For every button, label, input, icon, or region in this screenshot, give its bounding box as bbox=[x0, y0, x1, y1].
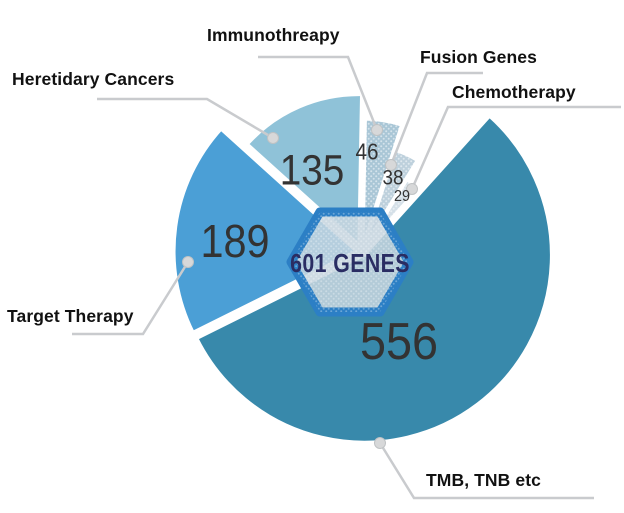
leader-line-fusion-genes bbox=[389, 71, 483, 166]
leader-line-tmb-tnb-etc bbox=[378, 442, 594, 500]
leader-dot-fusion-genes bbox=[385, 159, 397, 171]
leader-line-heretidary-cancers bbox=[97, 97, 274, 140]
slice-label-immunothreapy: Immunothreapy bbox=[207, 25, 340, 45]
leader-dot-immunothreapy bbox=[371, 124, 383, 136]
callout-lines bbox=[72, 55, 621, 500]
leader-line-chemotherapy bbox=[410, 105, 621, 190]
slice-label-heretidary-cancers: Heretidary Cancers bbox=[12, 69, 175, 89]
leader-dot-tmb-tnb-etc bbox=[374, 437, 386, 449]
slice-value-fusion-genes: 38 bbox=[382, 166, 404, 190]
leader-dot-chemotherapy bbox=[406, 183, 418, 195]
leader-dot-target-therapy bbox=[182, 256, 194, 268]
pie-slice-heretidary-cancers bbox=[246, 93, 364, 247]
leader-line-target-therapy bbox=[72, 261, 190, 336]
slice-label-chemotherapy: Chemotherapy bbox=[452, 82, 576, 102]
leader-line-immunothreapy bbox=[258, 55, 379, 131]
slice-label-fusion-genes: Fusion Genes bbox=[420, 47, 537, 67]
slice-value-target-therapy: 189 bbox=[200, 215, 270, 267]
total-genes-badge-label: 601 GENES bbox=[290, 248, 410, 278]
leader-dot-heretidary-cancers bbox=[267, 132, 279, 144]
slice-value-immunothreapy: 46 bbox=[355, 138, 379, 165]
slice-label-tmb-tnb-etc: TMB, TNB etc bbox=[426, 470, 541, 490]
slice-value-heretidary-cancers: 135 bbox=[279, 146, 345, 195]
slice-value-chemotherapy: 29 bbox=[393, 188, 411, 205]
slice-value-tmb-tnb-etc: 556 bbox=[359, 313, 439, 371]
pie-slice-target-therapy bbox=[172, 127, 358, 334]
slice-label-target-therapy: Target Therapy bbox=[7, 306, 134, 326]
hexagon-badge-texture bbox=[291, 212, 409, 312]
